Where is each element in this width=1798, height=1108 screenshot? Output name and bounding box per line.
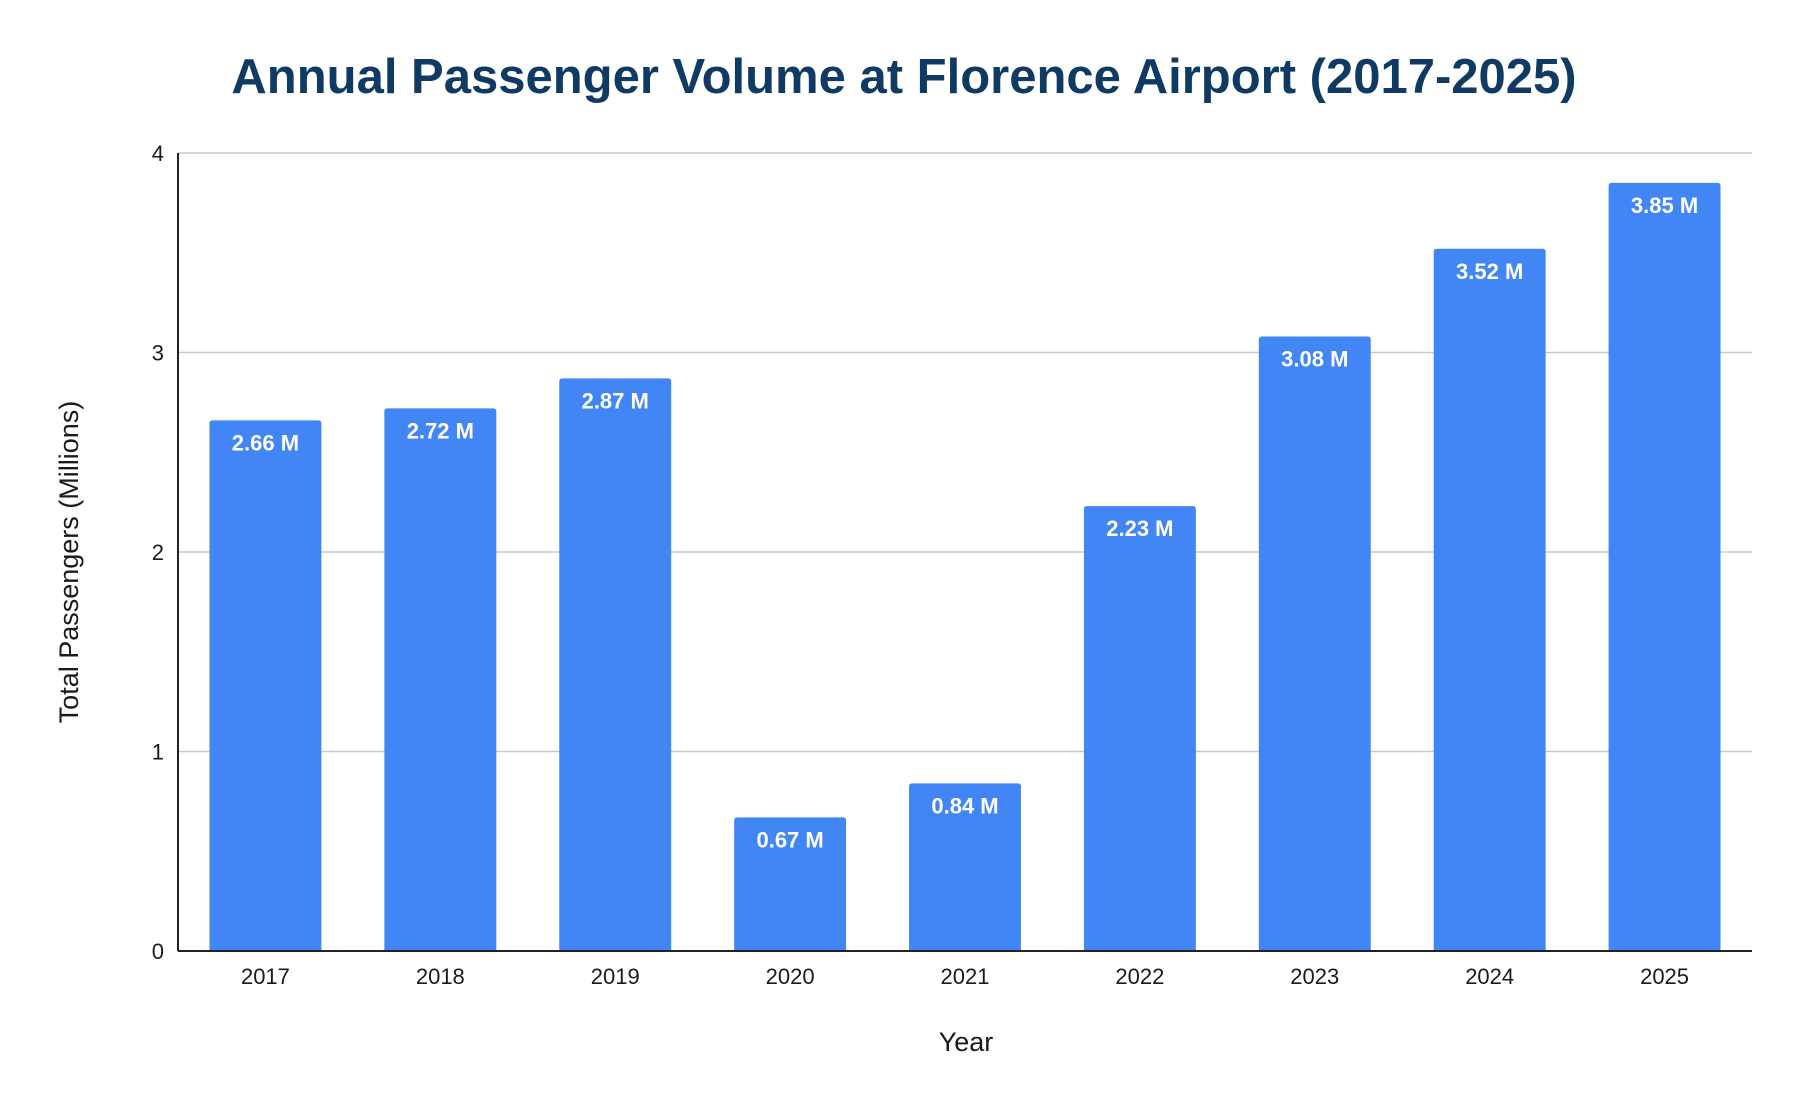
data-label-2025: 3.85 M [1631, 193, 1698, 218]
data-label-2017: 2.66 M [232, 430, 299, 455]
bar-2025 [1608, 182, 1721, 952]
x-tick-label: 2024 [1465, 964, 1514, 989]
y-tick-label: 4 [152, 141, 164, 166]
x-tick-label: 2022 [1115, 964, 1164, 989]
x-tick-label: 2021 [941, 964, 990, 989]
x-tick-label: 2017 [241, 964, 290, 989]
bar-2020 [734, 817, 847, 951]
y-axis-title: Total Passengers (Millions) [54, 401, 84, 724]
data-label-2022: 2.23 M [1106, 516, 1173, 541]
data-label-2018: 2.72 M [407, 418, 474, 443]
x-tick-label: 2018 [416, 964, 465, 989]
x-axis-ticks: 2017 2018 2019 2020 2021 2022 2023 2024 2025 [241, 964, 1689, 989]
data-label-2021: 0.84 M [931, 793, 998, 818]
data-label-2020: 0.67 M [756, 827, 823, 852]
y-tick-label: 3 [152, 341, 164, 366]
x-tick-label: 2019 [591, 964, 640, 989]
bar-2024 [1433, 248, 1546, 951]
y-tick-label: 1 [152, 740, 164, 765]
bars: 2.66 M 2.72 M 2.87 M 0.67 M 0.84 M 2.23 M 3.08… [209, 182, 1721, 952]
x-axis-title: Year [939, 1027, 994, 1057]
data-label-2023: 3.08 M [1281, 347, 1348, 372]
bar-2019 [559, 378, 672, 951]
x-tick-label: 2023 [1290, 964, 1339, 989]
bar-2023 [1258, 336, 1371, 951]
bar-2021 [909, 783, 1021, 951]
bar-2017 [209, 420, 322, 952]
y-tick-label: 2 [152, 540, 164, 565]
y-axis-ticks: 0 1 2 3 4 [152, 141, 164, 964]
x-tick-label: 2020 [766, 964, 815, 989]
bar-2022 [1083, 506, 1196, 951]
chart-title: Annual Passenger Volume at Florence Airp… [231, 50, 1576, 104]
bar-2018 [384, 408, 497, 951]
y-tick-label: 0 [152, 939, 164, 964]
data-label-2019: 2.87 M [582, 388, 649, 413]
x-tick-label: 2025 [1640, 964, 1689, 989]
data-label-2024: 3.52 M [1456, 259, 1523, 284]
